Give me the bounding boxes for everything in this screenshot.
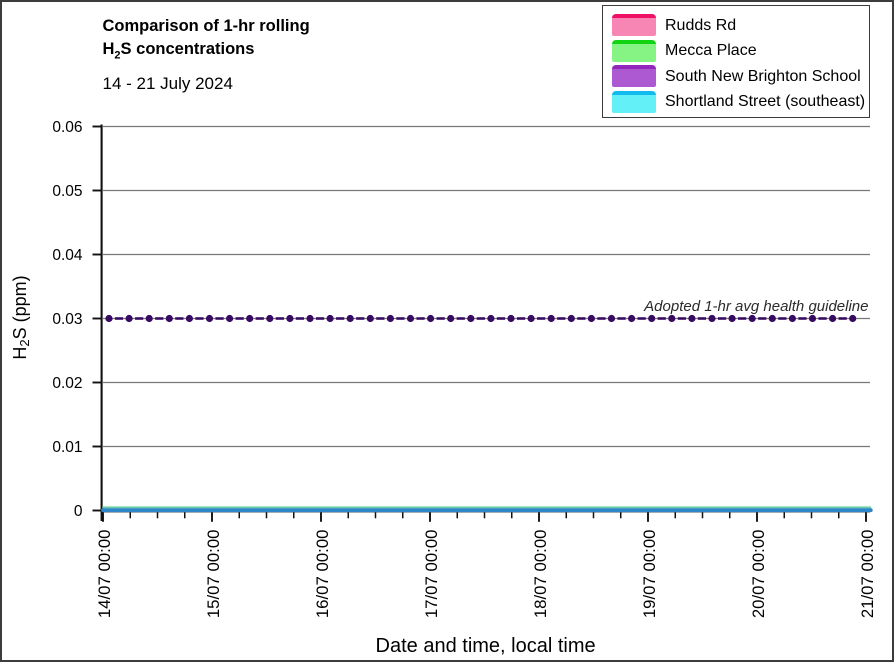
svg-text:0: 0 bbox=[74, 503, 83, 520]
svg-text:17/07 00:00: 17/07 00:00 bbox=[422, 530, 441, 619]
svg-text:0.06: 0.06 bbox=[52, 119, 82, 136]
svg-text:20/07 00:00: 20/07 00:00 bbox=[749, 530, 768, 619]
svg-text:15/07 00:00: 15/07 00:00 bbox=[204, 530, 223, 619]
svg-text:14/07 00:00: 14/07 00:00 bbox=[95, 530, 114, 619]
svg-text:0.02: 0.02 bbox=[52, 375, 82, 392]
svg-text:0.05: 0.05 bbox=[52, 183, 82, 200]
svg-text:21/07 00:00: 21/07 00:00 bbox=[858, 530, 877, 619]
svg-text:H2S (ppm): H2S (ppm) bbox=[10, 275, 32, 359]
svg-text:0.01: 0.01 bbox=[52, 439, 82, 456]
svg-text:16/07 00:00: 16/07 00:00 bbox=[313, 530, 332, 619]
svg-text:Adopted 1-hr avg health guidel: Adopted 1-hr avg health guideline bbox=[643, 298, 868, 315]
svg-text:Date and time, local time: Date and time, local time bbox=[376, 635, 596, 657]
svg-text:19/07 00:00: 19/07 00:00 bbox=[640, 530, 659, 619]
svg-text:0.03: 0.03 bbox=[52, 311, 82, 328]
svg-text:18/07 00:00: 18/07 00:00 bbox=[531, 530, 550, 619]
svg-text:0.04: 0.04 bbox=[52, 247, 83, 264]
